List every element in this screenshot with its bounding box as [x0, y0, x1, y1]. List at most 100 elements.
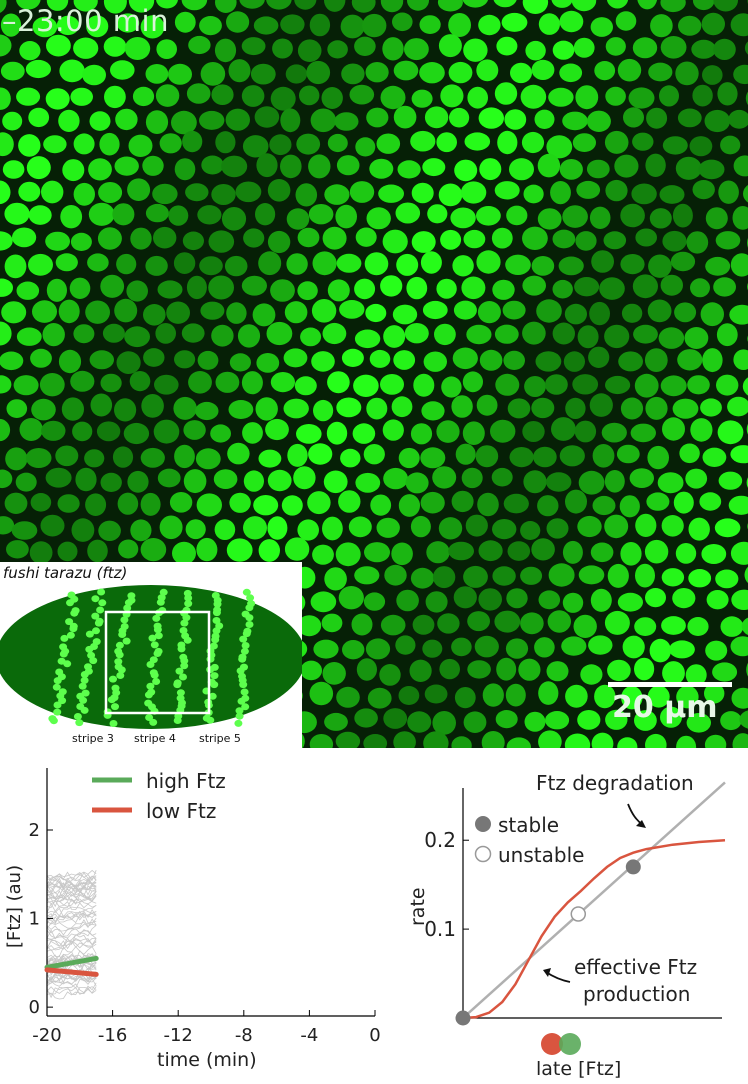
nucleus — [324, 713, 348, 731]
nucleus — [153, 227, 176, 249]
nucleus — [101, 374, 122, 393]
nucleus — [672, 588, 695, 608]
nucleus — [550, 181, 571, 204]
nucleus — [196, 538, 217, 561]
nucleus — [451, 638, 472, 657]
nucleus — [399, 448, 420, 468]
stripe-nucleus — [236, 713, 244, 720]
nucleus — [364, 444, 385, 464]
nucleus — [173, 397, 196, 420]
nucleus — [0, 132, 14, 156]
stripe-nucleus — [173, 681, 181, 688]
nucleus — [614, 155, 638, 178]
nucleus — [452, 255, 473, 276]
nucleus — [608, 564, 629, 588]
nucleus — [313, 400, 333, 421]
nucleus — [433, 566, 455, 588]
nucleus — [436, 132, 457, 152]
nucleus — [60, 205, 82, 228]
nucleus — [115, 109, 137, 130]
stripe-nucleus — [111, 703, 119, 710]
nucleus — [538, 730, 562, 748]
nucleus — [182, 0, 208, 10]
nucleus — [336, 542, 361, 566]
nucleus — [716, 375, 738, 396]
nucleus — [505, 255, 531, 275]
nucleus — [705, 110, 731, 132]
nucleus — [703, 448, 727, 467]
nucleus — [195, 402, 218, 420]
nucleus — [645, 348, 668, 372]
nucleus — [647, 446, 669, 469]
nucleus — [46, 468, 72, 488]
nucleus — [663, 136, 688, 154]
nucleus — [72, 518, 95, 542]
nucleus — [299, 86, 319, 106]
nucleus — [538, 208, 562, 229]
nucleus — [168, 64, 192, 85]
nucleus — [0, 231, 13, 250]
nucleus — [454, 586, 477, 608]
nucleus — [70, 371, 94, 392]
nucleus — [467, 87, 488, 109]
stripe-nucleus — [211, 636, 219, 643]
nucleus — [565, 398, 585, 419]
nucleus — [533, 447, 557, 468]
nucleus — [306, 61, 330, 84]
nucleus — [439, 517, 462, 539]
nucleus — [158, 469, 181, 488]
nucleus — [646, 108, 667, 129]
nucleus — [215, 519, 236, 540]
nucleus — [618, 593, 643, 612]
nucleus — [478, 301, 501, 323]
nucleus — [354, 708, 378, 727]
nucleus — [370, 495, 391, 516]
nucleus — [366, 62, 389, 82]
nucleus — [669, 640, 695, 658]
nucleus — [215, 131, 235, 153]
nucleus — [160, 516, 183, 540]
nucleus — [463, 39, 487, 62]
nucleus — [436, 279, 456, 299]
nucleus — [239, 0, 264, 9]
nucleus — [308, 154, 330, 178]
nucleus — [732, 688, 748, 709]
nucleus — [421, 401, 444, 420]
nucleus — [463, 566, 488, 588]
nucleus — [99, 133, 119, 156]
nucleus — [18, 182, 40, 202]
nucleus — [369, 159, 393, 179]
nucleus — [309, 204, 334, 224]
nucleus — [434, 324, 456, 345]
nucleus — [336, 398, 361, 418]
nucleus — [720, 136, 740, 155]
nucleus — [661, 36, 687, 59]
nucleus — [3, 160, 25, 179]
nucleus — [451, 395, 472, 418]
stripe-nucleus — [174, 717, 182, 724]
nucleus — [208, 276, 234, 300]
arrow-production — [546, 972, 570, 982]
nucleus — [467, 660, 491, 678]
nucleus — [411, 516, 431, 537]
nucleus — [523, 470, 546, 493]
nucleus — [298, 228, 320, 248]
nucleus — [365, 304, 386, 322]
stripe-nucleus — [116, 642, 124, 649]
nucleus — [399, 494, 420, 517]
nucleus — [31, 493, 52, 512]
nucleus — [424, 352, 447, 372]
nucleus — [733, 349, 748, 370]
nucleus — [522, 132, 544, 153]
nucleus — [520, 567, 542, 585]
nucleus — [310, 14, 330, 37]
nucleus — [439, 184, 463, 207]
nucleus — [423, 301, 448, 319]
nucleus — [411, 568, 434, 589]
nucleus — [412, 183, 434, 204]
nucleus — [590, 207, 611, 229]
nucleus — [312, 299, 336, 323]
nucleus — [599, 277, 625, 300]
nucleus — [480, 350, 503, 371]
nucleus — [688, 569, 711, 587]
